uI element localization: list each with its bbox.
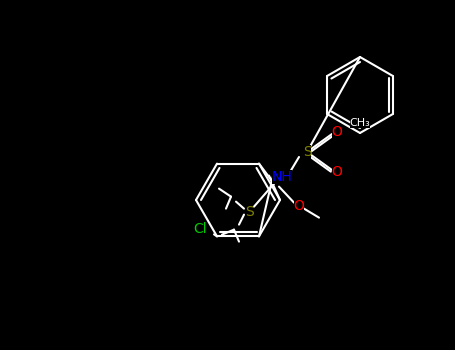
Text: S: S bbox=[303, 145, 311, 159]
Text: O: O bbox=[293, 199, 304, 213]
Text: CH₃: CH₃ bbox=[349, 118, 370, 128]
Text: O: O bbox=[332, 125, 343, 139]
Text: O: O bbox=[332, 165, 343, 179]
Text: NH: NH bbox=[272, 170, 293, 184]
Text: S: S bbox=[245, 205, 253, 219]
Text: Cl: Cl bbox=[193, 222, 207, 236]
